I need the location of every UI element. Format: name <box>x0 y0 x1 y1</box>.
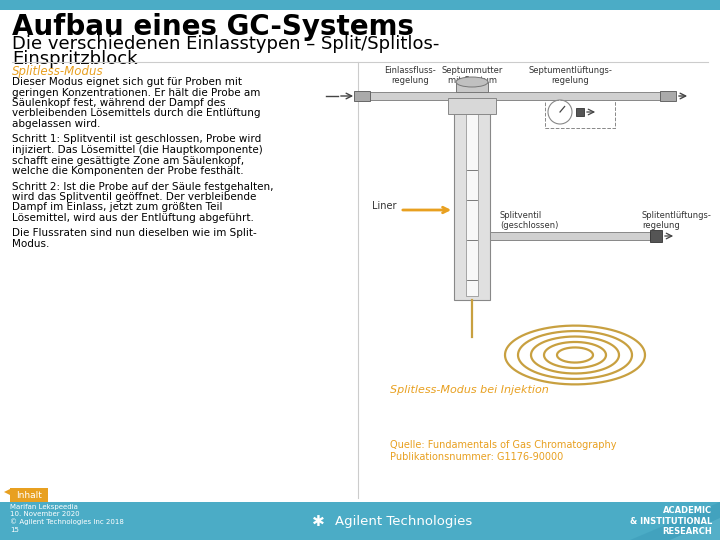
Text: Die verschiedenen Einlasstypen – Split/Splitlos-: Die verschiedenen Einlasstypen – Split/S… <box>12 35 439 53</box>
Text: Publikationsnummer: G1176-90000: Publikationsnummer: G1176-90000 <box>390 452 563 462</box>
Polygon shape <box>670 518 720 540</box>
Text: Splitentlüftungs-
regelung: Splitentlüftungs- regelung <box>642 211 712 230</box>
Text: Säulenkopf fest, während der Dampf des: Säulenkopf fest, während der Dampf des <box>12 98 225 108</box>
Text: geringen Konzentrationen. Er hält die Probe am: geringen Konzentrationen. Er hält die Pr… <box>12 87 261 98</box>
Bar <box>456 82 488 92</box>
Text: abgelassen wird.: abgelassen wird. <box>12 119 100 129</box>
Bar <box>448 98 496 114</box>
Text: verbleibenden Lösemittels durch die Entlüftung: verbleibenden Lösemittels durch die Entl… <box>12 109 261 118</box>
Bar <box>660 91 676 101</box>
Text: Einspritzblock: Einspritzblock <box>12 50 138 68</box>
Bar <box>490 232 650 240</box>
Text: Schritt 1: Splitventil ist geschlossen, Probe wird: Schritt 1: Splitventil ist geschlossen, … <box>12 134 261 145</box>
Text: Quelle: Fundamentals of Gas Chromatography: Quelle: Fundamentals of Gas Chromatograp… <box>390 440 616 450</box>
Text: Splitventil
(geschlossen): Splitventil (geschlossen) <box>500 211 559 230</box>
Bar <box>354 91 370 101</box>
Text: Einlassfluss-
regelung: Einlassfluss- regelung <box>384 66 436 85</box>
Text: Splitless-Modus: Splitless-Modus <box>12 65 104 78</box>
Bar <box>370 92 660 100</box>
Bar <box>466 104 478 296</box>
Bar <box>0 0 720 10</box>
Text: Marifan Lekspeedia
10. November 2020
© Agilent Technologies Inc 2018
15: Marifan Lekspeedia 10. November 2020 © A… <box>10 504 124 532</box>
Bar <box>0 502 720 540</box>
Text: welche die Komponenten der Probe festhält.: welche die Komponenten der Probe festhäl… <box>12 166 243 176</box>
Circle shape <box>548 100 572 124</box>
Text: Aufbau eines GC-Systems: Aufbau eines GC-Systems <box>12 13 414 41</box>
Text: ACADEMIC
& INSTITUTIONAL
RESEARCH: ACADEMIC & INSTITUTIONAL RESEARCH <box>630 506 712 536</box>
Text: schafft eine gesättigte Zone am Säulenkopf,: schafft eine gesättigte Zone am Säulenko… <box>12 156 244 165</box>
Text: Inhalt: Inhalt <box>16 490 42 500</box>
Text: ✱: ✱ <box>312 514 325 529</box>
Text: Die Flussraten sind nun dieselben wie im Split-: Die Flussraten sind nun dieselben wie im… <box>12 228 257 239</box>
Bar <box>454 100 490 300</box>
Text: Liner: Liner <box>372 201 397 211</box>
Text: Septumentlüftungs-
regelung: Septumentlüftungs- regelung <box>528 66 612 85</box>
Bar <box>545 100 615 128</box>
Text: Schritt 2: Ist die Probe auf der Säule festgehalten,: Schritt 2: Ist die Probe auf der Säule f… <box>12 181 274 192</box>
Text: Lösemittel, wird aus der Entlüftung abgeführt.: Lösemittel, wird aus der Entlüftung abge… <box>12 213 254 223</box>
Polygon shape <box>630 502 720 540</box>
Bar <box>650 230 662 242</box>
Text: Dieser Modus eignet sich gut für Proben mit: Dieser Modus eignet sich gut für Proben … <box>12 77 242 87</box>
Bar <box>10 488 48 502</box>
Text: Modus.: Modus. <box>12 239 50 249</box>
Text: Splitless-Modus bei Injektion: Splitless-Modus bei Injektion <box>390 385 549 395</box>
Text: wird das Splitventil geöffnet. Der verbleibende: wird das Splitventil geöffnet. Der verbl… <box>12 192 256 202</box>
Text: Agilent Technologies: Agilent Technologies <box>335 515 472 528</box>
Bar <box>576 108 584 116</box>
Polygon shape <box>4 489 10 495</box>
Ellipse shape <box>456 77 488 87</box>
Text: Dampf im Einlass, jetzt zum größten Teil: Dampf im Einlass, jetzt zum größten Teil <box>12 202 222 213</box>
Text: injiziert. Das Lösemittel (die Hauptkomponente): injiziert. Das Lösemittel (die Hauptkomp… <box>12 145 263 155</box>
Text: Septummutter
mit Septum: Septummutter mit Septum <box>441 66 503 85</box>
